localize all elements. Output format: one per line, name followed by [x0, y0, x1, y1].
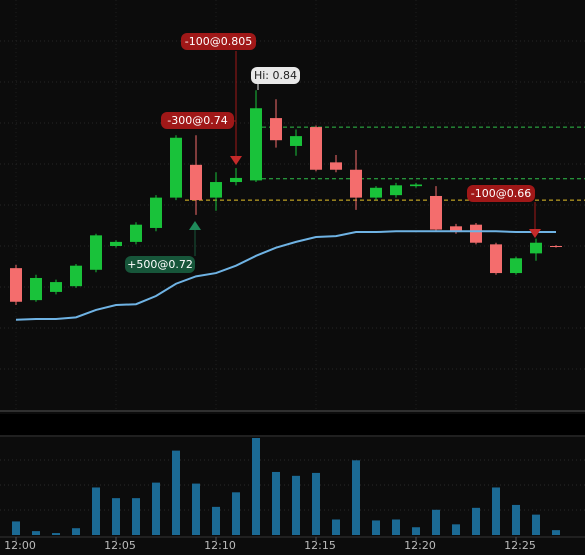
candle-body	[10, 268, 22, 302]
volume-bar	[492, 487, 500, 535]
candle-body	[270, 118, 282, 141]
trade-arrow	[189, 221, 201, 230]
candle-body	[30, 277, 42, 301]
x-tick-label: 12:25	[504, 539, 536, 552]
x-tick-label: 12:00	[4, 539, 36, 552]
volume-bar	[352, 460, 360, 535]
volume-bar	[372, 520, 380, 535]
volume-bar	[92, 487, 100, 535]
annotation: Hi: 0.84	[251, 67, 300, 90]
volume-bar	[392, 519, 400, 535]
volume-bar	[192, 483, 200, 535]
x-tick-label: 12:05	[104, 539, 136, 552]
volume-header	[0, 414, 585, 435]
volume-bar	[412, 527, 420, 535]
volume-bar	[152, 482, 160, 535]
annotation-label: -300@0.74	[167, 114, 227, 127]
candle-body	[130, 224, 142, 242]
volume-bar	[512, 504, 520, 535]
volume-bar	[12, 521, 20, 535]
volume-bar	[452, 524, 460, 535]
volume-bar	[52, 533, 60, 535]
annotation: -300@0.74	[161, 112, 236, 129]
annotation-label: +500@0.72	[127, 258, 193, 271]
annotation-box	[181, 33, 256, 50]
candle-body	[450, 226, 462, 233]
candle-body	[190, 164, 202, 201]
candle-body	[50, 282, 62, 292]
candle-body	[430, 195, 442, 230]
volume-bar	[552, 530, 560, 535]
volume-bar	[432, 509, 440, 535]
annotation-box	[251, 67, 300, 84]
volume-bar	[32, 531, 40, 535]
x-tick-label: 12:15	[304, 539, 336, 552]
volume-bar	[252, 438, 260, 535]
candle-body	[90, 235, 102, 270]
volume-bar	[292, 475, 300, 535]
volume-bar	[72, 528, 80, 535]
candle-body	[230, 177, 242, 183]
x-tick-label: 12:20	[404, 539, 436, 552]
volume-bar	[332, 519, 340, 535]
annotation-box	[125, 256, 195, 273]
candle-body	[330, 162, 342, 170]
candle-body	[350, 169, 362, 198]
candle-body	[390, 185, 402, 196]
volume-bar	[312, 472, 320, 535]
candle-body	[550, 246, 562, 247]
volume-bar	[272, 471, 280, 535]
annotation: +500@0.72	[125, 221, 201, 273]
candle-body	[150, 197, 162, 228]
trade-arrow	[529, 229, 541, 238]
candle-body	[530, 242, 542, 254]
x-tick-label: 12:10	[204, 539, 236, 552]
candle-body	[70, 265, 82, 287]
volume-bar	[232, 492, 240, 535]
annotation-label: Hi: 0.84	[254, 69, 297, 82]
annotation-label: -100@0.66	[471, 187, 531, 200]
candle-body	[290, 136, 302, 146]
volume-bar	[212, 506, 220, 535]
candle-body	[110, 241, 122, 246]
candle-body	[510, 258, 522, 274]
candle-body	[490, 244, 502, 274]
volume-bar	[532, 514, 540, 535]
volume-bar	[172, 450, 180, 535]
moving-average	[15, 230, 556, 321]
trade-arrow	[230, 156, 242, 165]
volume-bar	[132, 498, 140, 535]
candle-body	[410, 184, 422, 187]
annotation-label: -100@0.805	[185, 35, 252, 48]
volume-bar	[472, 507, 480, 535]
annotation-box	[161, 112, 234, 129]
annotation: -100@0.805	[181, 33, 256, 165]
candle-body	[210, 182, 222, 198]
candle-body	[250, 108, 262, 181]
annotation: -100@0.66	[467, 185, 541, 238]
volume-bar	[112, 498, 120, 535]
candle-body	[310, 127, 322, 170]
candle-body	[370, 187, 382, 198]
candle-body	[470, 224, 482, 243]
annotation-box	[467, 185, 535, 202]
candle-body	[170, 137, 182, 198]
